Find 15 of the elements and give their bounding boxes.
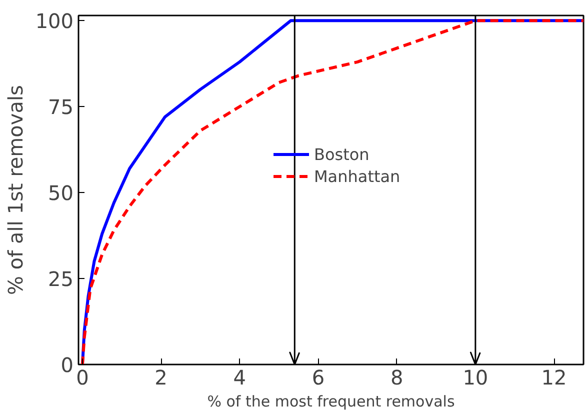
x-tick-label: 4 [233, 366, 246, 390]
x-tick-label: 2 [154, 366, 168, 390]
y-tick-label: 75 [48, 95, 74, 120]
y-tick-label: 100 [35, 9, 74, 34]
x-tick-label: 8 [390, 366, 404, 390]
x-tick-label: 6 [312, 366, 325, 390]
x-tick-label: 10 [462, 366, 488, 390]
x-tick-label: 12 [541, 366, 567, 390]
x-tick-label: 0 [76, 366, 89, 390]
x-axis-title: % of the most frequent removals [207, 392, 455, 410]
legend-label: Manhattan [314, 166, 400, 186]
y-tick-label: 50 [48, 181, 74, 206]
legend-label: Boston [314, 144, 370, 164]
y-axis-title: % of all 1st removals [3, 85, 28, 295]
y-tick-label: 25 [48, 267, 74, 292]
